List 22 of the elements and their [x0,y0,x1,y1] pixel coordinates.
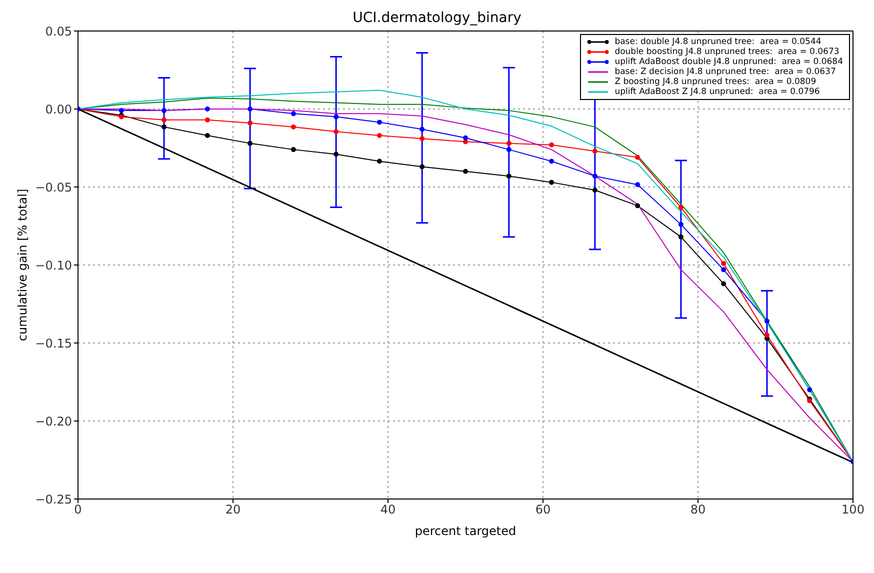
y-tick-label: 0.05 [45,24,72,38]
chart-title: UCI.dermatology_binary [352,10,522,26]
x-tick-label: 60 [535,502,551,517]
y-tick-label: −0.20 [35,414,72,428]
y-axis-title: cumulative gain [% total] [15,188,30,342]
x-tick-label: 80 [690,502,706,517]
legend-label: uplift AdaBoost double J4.8 unpruned: area = 0.0684 [614,57,843,67]
x-tick-label: 0 [74,502,82,517]
x-tick-label: 20 [225,502,241,517]
legend-label: uplift AdaBoost Z J4.8 unpruned: area = 0.0796 [614,87,820,97]
legend-label: base: Z decision J4.8 unpruned tree: area = 0.0637 [614,67,836,77]
x-axis-title: percent targeted [414,524,516,538]
y-tick-label: −0.25 [35,492,72,506]
legend-label: double boosting J4.8 unpruned trees: area = 0.0673 [614,47,840,57]
y-tick-label: −0.15 [35,336,72,350]
legend-label: base: double J4.8 unpruned tree: area = 0.0544 [614,37,822,47]
x-tick-label: 40 [380,502,396,517]
y-tick-label: −0.10 [35,258,72,272]
y-tick-label: 0.00 [45,102,72,116]
legend-label: Z boosting J4.8 unpruned trees: area = 0.0809 [614,77,816,87]
x-tick-label: 100 [842,502,864,517]
y-tick-label: −0.05 [35,180,72,194]
